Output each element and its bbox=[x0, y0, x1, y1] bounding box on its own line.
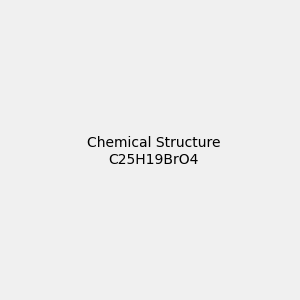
Text: Chemical Structure
C25H19BrO4: Chemical Structure C25H19BrO4 bbox=[87, 136, 220, 166]
